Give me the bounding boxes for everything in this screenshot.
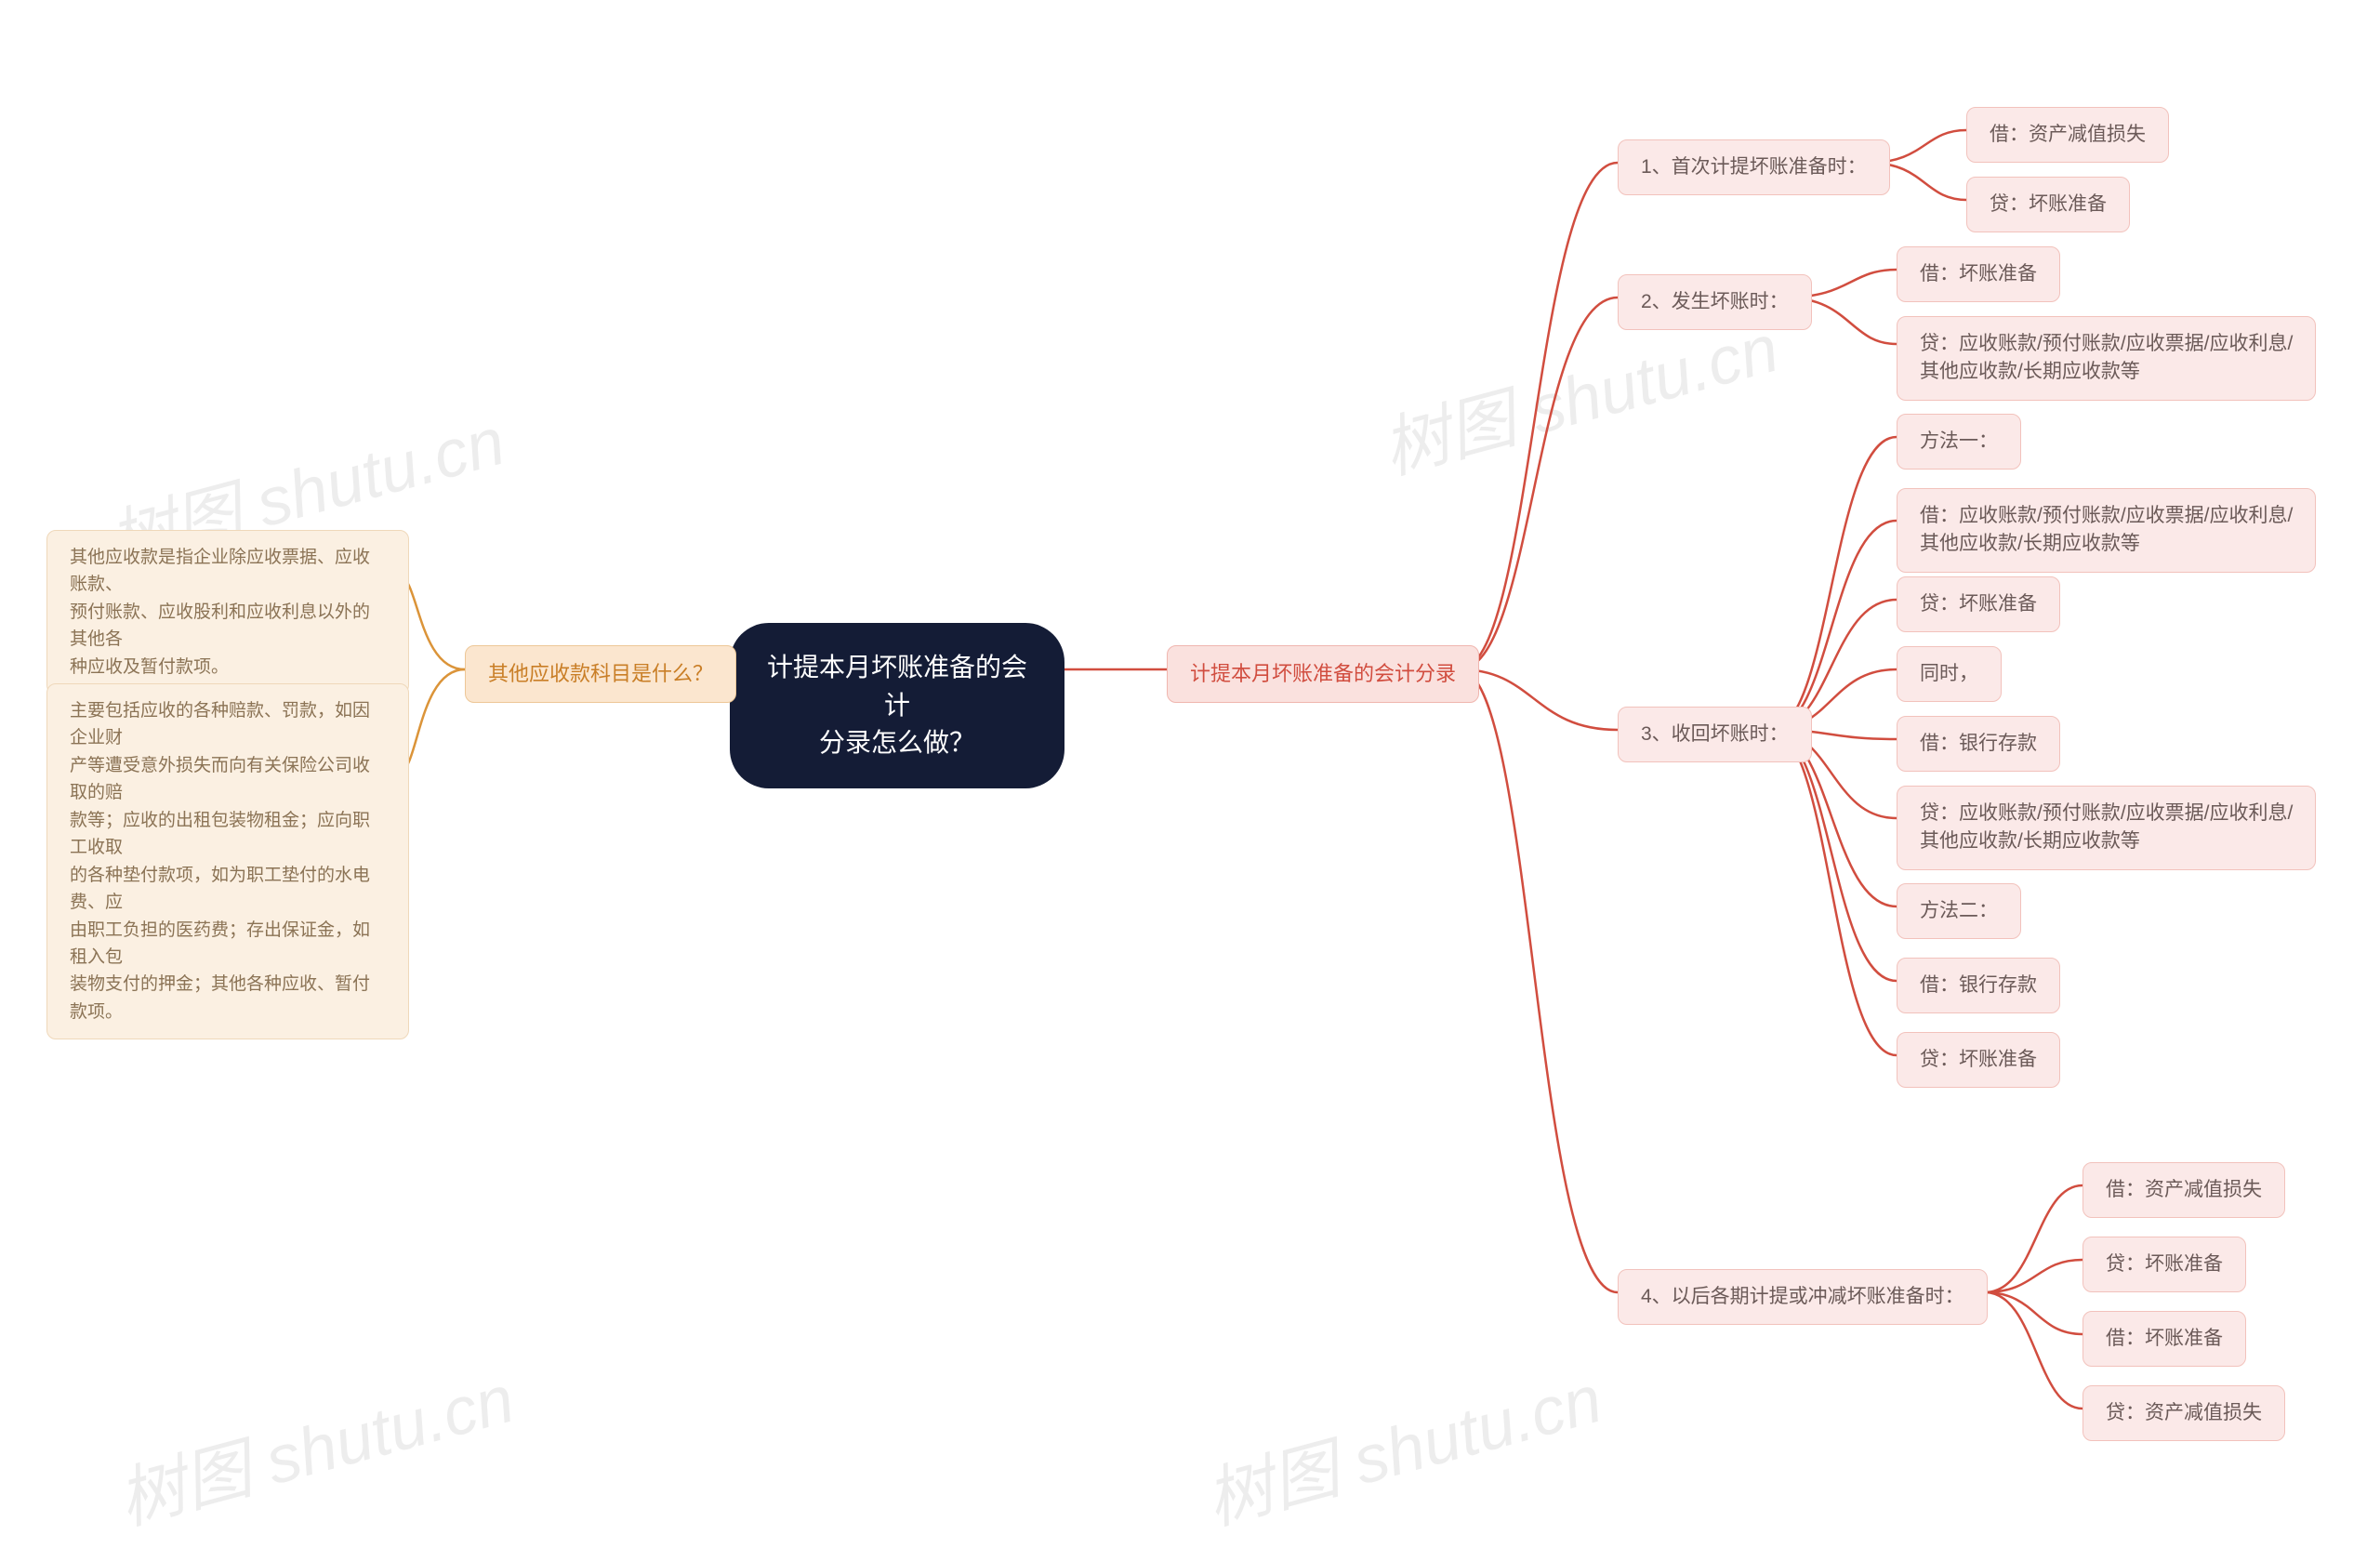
root-node[interactable]: 计提本月坏账准备的会计 分录怎么做？: [730, 623, 1064, 788]
right-item-2-child-0[interactable]: 借：坏账准备: [1897, 246, 2060, 302]
right-item-4-child-2[interactable]: 借：坏账准备: [2082, 1311, 2246, 1367]
right-item-3-child-4[interactable]: 借：银行存款: [1897, 716, 2060, 772]
right-item-1-child-1[interactable]: 贷：坏账准备: [1966, 177, 2130, 232]
right-main-node[interactable]: 计提本月坏账准备的会计分录: [1167, 645, 1479, 703]
right-item-3-child-3[interactable]: 同时，: [1897, 646, 2002, 702]
left-leaf-1[interactable]: 主要包括应收的各种赔款、罚款，如因企业财 产等遭受意外损失而向有关保险公司收取的…: [46, 683, 409, 1039]
right-item-3[interactable]: 3、收回坏账时：: [1618, 707, 1812, 762]
right-item-4-child-0[interactable]: 借：资产减值损失: [2082, 1162, 2285, 1218]
right-item-4-child-1[interactable]: 贷：坏账准备: [2082, 1237, 2246, 1292]
right-item-3-child-7[interactable]: 借：银行存款: [1897, 958, 2060, 1013]
right-item-1[interactable]: 1、首次计提坏账准备时：: [1618, 139, 1890, 195]
watermark: 树图 shutu.cn: [1194, 1343, 1611, 1542]
left-main-node[interactable]: 其他应收款科目是什么？: [465, 645, 736, 703]
right-item-3-child-8[interactable]: 贷：坏账准备: [1897, 1032, 2060, 1088]
right-item-2[interactable]: 2、发生坏账时：: [1618, 274, 1812, 330]
right-item-3-child-1[interactable]: 借：应收账款/预付账款/应收票据/应收利息/ 其他应收款/长期应收款等: [1897, 488, 2316, 573]
right-item-3-child-5[interactable]: 贷：应收账款/预付账款/应收票据/应收利息/ 其他应收款/长期应收款等: [1897, 786, 2316, 870]
right-item-1-child-0[interactable]: 借：资产减值损失: [1966, 107, 2169, 163]
right-item-3-child-2[interactable]: 贷：坏账准备: [1897, 576, 2060, 632]
right-item-3-child-6[interactable]: 方法二：: [1897, 883, 2021, 939]
watermark: 树图 shutu.cn: [106, 1343, 523, 1542]
right-item-4-child-3[interactable]: 贷：资产减值损失: [2082, 1385, 2285, 1441]
left-leaf-0[interactable]: 其他应收款是指企业除应收票据、应收账款、 预付账款、应收股利和应收利息以外的其他…: [46, 530, 409, 695]
right-item-3-child-0[interactable]: 方法一：: [1897, 414, 2021, 470]
right-item-4[interactable]: 4、以后各期计提或冲减坏账准备时：: [1618, 1269, 1988, 1325]
right-item-2-child-1[interactable]: 贷：应收账款/预付账款/应收票据/应收利息/ 其他应收款/长期应收款等: [1897, 316, 2316, 401]
